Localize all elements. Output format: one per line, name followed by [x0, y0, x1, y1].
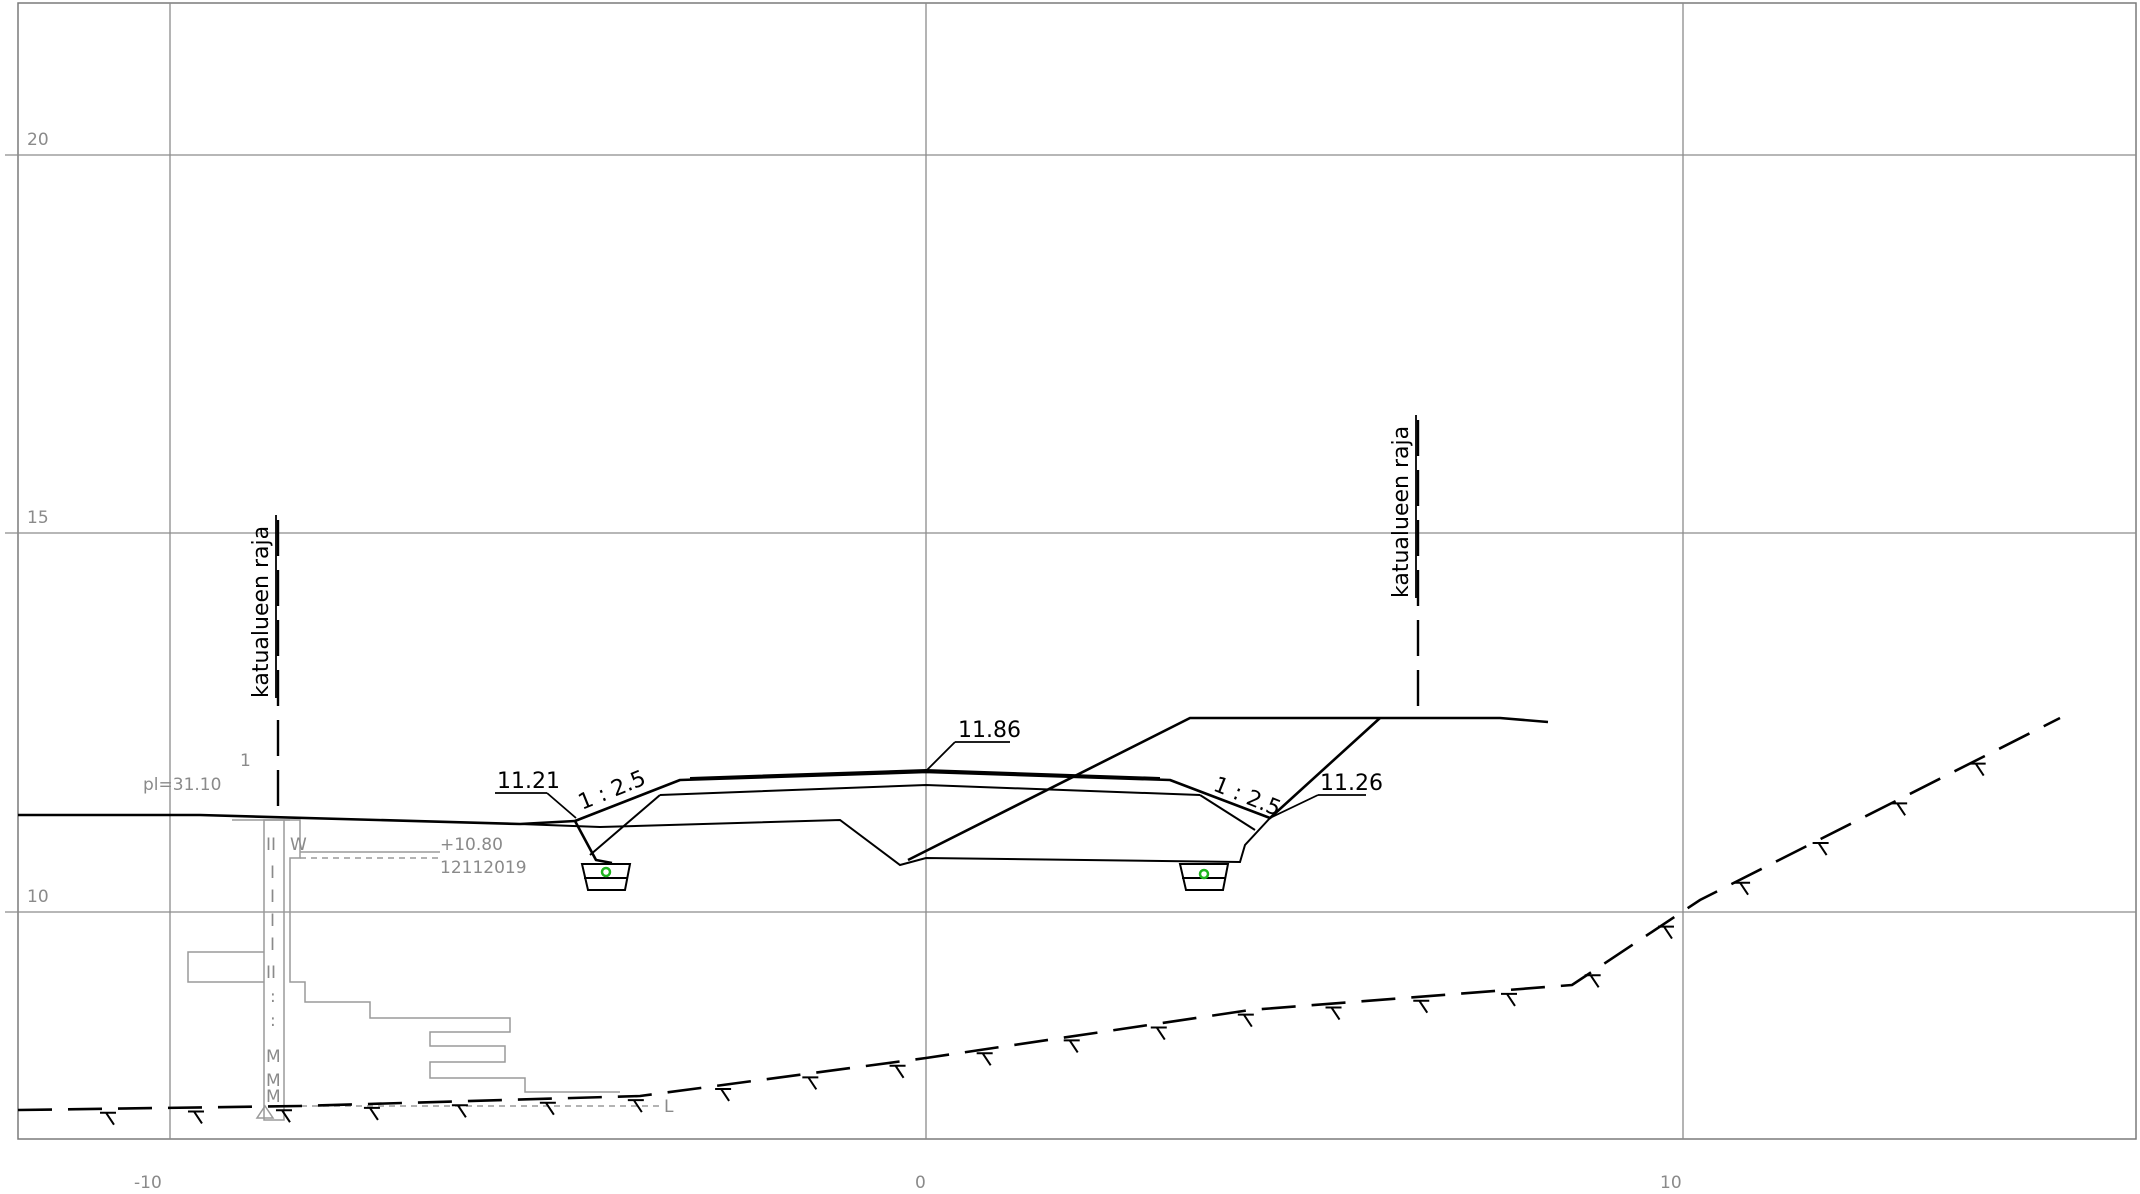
drawing-frame	[17, 2, 2137, 1140]
rock-symbol-icon	[451, 1104, 468, 1118]
borehole-sample-mark: :	[270, 987, 276, 1007]
y-tick-label: 15	[27, 508, 49, 528]
borehole-sample-mark: W	[290, 835, 307, 855]
left-slope-ratio: 1 : 2.5	[575, 766, 650, 816]
rock-symbol-icon	[1501, 992, 1517, 1007]
borehole-sample-mark: I	[270, 863, 275, 883]
x-tick-label: 10	[1660, 1173, 1682, 1193]
borehole-sample-mark: M	[266, 1047, 281, 1067]
water-level-value: +10.80	[440, 835, 503, 855]
borehole-end-mark: L	[664, 1097, 674, 1117]
borehole-ground-level: pl=31.10	[143, 775, 221, 795]
right-slope-ratio: 1 : 2.5	[1210, 772, 1285, 822]
rock-symbol-icon	[976, 1052, 993, 1066]
right-edge-elevation: 11.26	[1320, 771, 1383, 796]
right-edge-leader-diag	[1269, 794, 1319, 819]
left-drain-trench	[580, 863, 632, 891]
y-tick-label: 10	[27, 887, 49, 907]
rock-symbol-icon	[627, 1099, 644, 1113]
rock-symbol-icon	[1063, 1039, 1080, 1053]
borehole-left-profile	[187, 951, 264, 983]
rock-symbol-icon	[802, 1076, 819, 1090]
rock-symbol-icon	[187, 1110, 204, 1125]
bedrock-symbols-group	[99, 762, 1986, 1126]
borehole-sample-mark: II	[266, 835, 276, 855]
borehole-sample-mark: M	[266, 1071, 281, 1091]
borehole-sample-mark: II	[266, 963, 276, 983]
rock-symbol-icon	[1891, 802, 1908, 816]
right-drain-pipe	[1198, 868, 1210, 880]
borehole-base-triangle-icon	[255, 1104, 275, 1119]
left-ditch-inner	[589, 794, 661, 856]
existing-ground-line	[18, 813, 576, 826]
road-base-line	[659, 783, 1201, 796]
rock-symbol-icon	[1657, 925, 1674, 940]
borehole-soil-profile	[284, 819, 620, 1093]
x-tick-label: 0	[915, 1173, 926, 1193]
left-boundary-label: katualueen raja	[249, 526, 274, 698]
right-boundary-label: katualueen raja	[1389, 426, 1414, 598]
centerline-elevation: 11.86	[958, 718, 1021, 743]
left-edge-elevation: 11.21	[497, 769, 560, 794]
rock-symbol-icon	[1812, 842, 1829, 856]
left-ditch-slope	[573, 820, 613, 865]
rock-symbol-icon	[539, 1101, 556, 1116]
borehole-top-mark: 1	[240, 751, 251, 771]
x-tick-label: -10	[134, 1173, 162, 1193]
rock-symbol-icon	[1150, 1026, 1167, 1041]
existing-ground-right	[1380, 716, 1549, 724]
rock-symbol-icon	[275, 1109, 292, 1123]
borehole-sample-mark: I	[270, 911, 275, 931]
bedrock-surface-line	[17, 716, 2061, 1112]
rock-symbol-icon	[1584, 974, 1601, 988]
borehole-sample-mark: I	[270, 887, 275, 907]
rock-symbol-icon	[1734, 881, 1751, 896]
rock-symbol-icon	[99, 1111, 116, 1126]
right-ditch-inner	[1199, 794, 1256, 831]
borehole-sample-mark: :	[270, 1011, 276, 1031]
rock-symbol-icon	[715, 1087, 732, 1102]
road-surface-line	[574, 717, 1381, 823]
borehole-sample-mark: M	[266, 1087, 281, 1107]
rock-symbol-icon	[1969, 762, 1986, 777]
centerline-leader-diag	[925, 741, 956, 772]
water-level-date: 12112019	[440, 858, 527, 878]
borehole-sample-mark: I	[270, 935, 275, 955]
left-drain-pipe	[600, 866, 612, 878]
left-subgrade	[519, 817, 1271, 867]
rock-symbol-icon	[1413, 999, 1430, 1014]
fill-slope-line	[907, 716, 1380, 862]
rock-symbol-icon	[1237, 1013, 1254, 1028]
y-tick-label: 20	[27, 130, 49, 150]
rock-symbol-icon	[363, 1106, 380, 1121]
left-edge-leader-diag	[546, 792, 577, 819]
right-drain-trench	[1178, 863, 1230, 891]
rock-symbol-icon	[1325, 1006, 1342, 1021]
rock-symbol-icon	[889, 1064, 906, 1079]
